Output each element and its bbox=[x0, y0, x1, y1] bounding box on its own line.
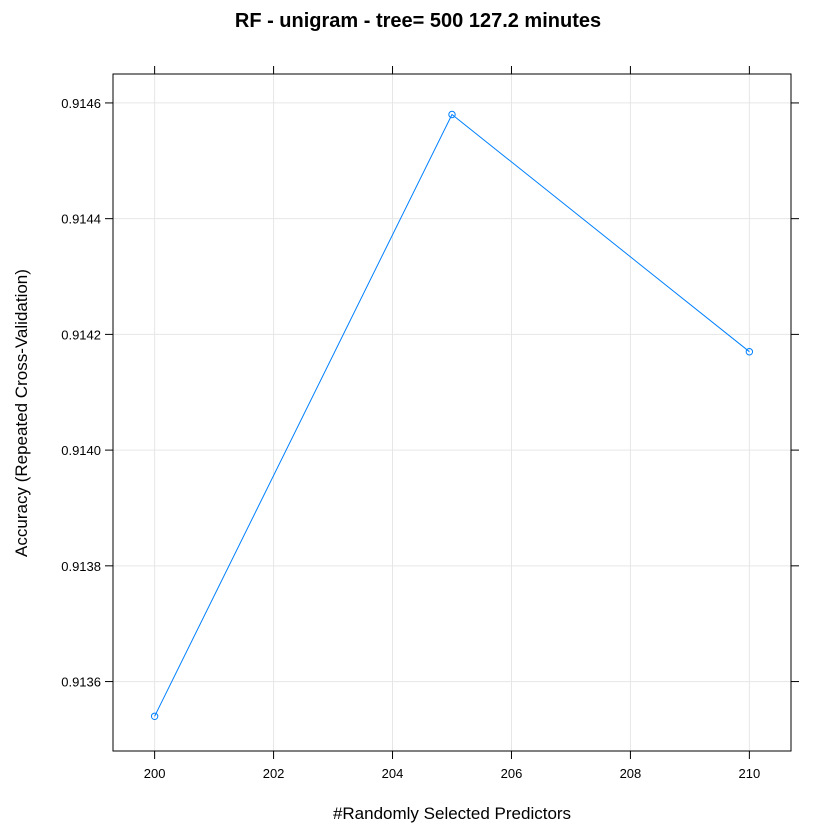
series-layer bbox=[150, 110, 754, 720]
grid-lines bbox=[113, 74, 791, 751]
x-tick-label: 210 bbox=[739, 766, 761, 781]
x-axis-label: #Randomly Selected Predictors bbox=[333, 804, 571, 823]
data-point bbox=[448, 110, 456, 119]
y-tick-label: 0.9136 bbox=[61, 675, 101, 690]
y-tick-label: 0.9140 bbox=[61, 443, 101, 458]
data-point bbox=[150, 712, 159, 720]
series-line bbox=[154, 113, 750, 717]
y-tick-label: 0.9142 bbox=[61, 327, 101, 342]
x-tick-label: 208 bbox=[620, 766, 642, 781]
data-point bbox=[745, 348, 754, 356]
y-axis-label: Accuracy (Repeated Cross-Validation) bbox=[12, 269, 31, 557]
axis-ticks: 200 202 204 206 208 210 0.9136 0.9138 0.9140 0.91… bbox=[61, 66, 799, 781]
x-tick-label: 202 bbox=[263, 766, 285, 781]
y-tick-label: 0.9144 bbox=[61, 212, 101, 227]
x-tick-label: 206 bbox=[501, 766, 523, 781]
x-tick-label: 204 bbox=[382, 766, 404, 781]
x-tick-label: 200 bbox=[144, 766, 166, 781]
chart-title: RF - unigram - tree= 500 127.2 minutes bbox=[235, 10, 601, 32]
plot-frame bbox=[112, 73, 792, 752]
y-tick-label: 0.9138 bbox=[61, 559, 101, 574]
y-tick-label: 0.9146 bbox=[61, 96, 101, 111]
